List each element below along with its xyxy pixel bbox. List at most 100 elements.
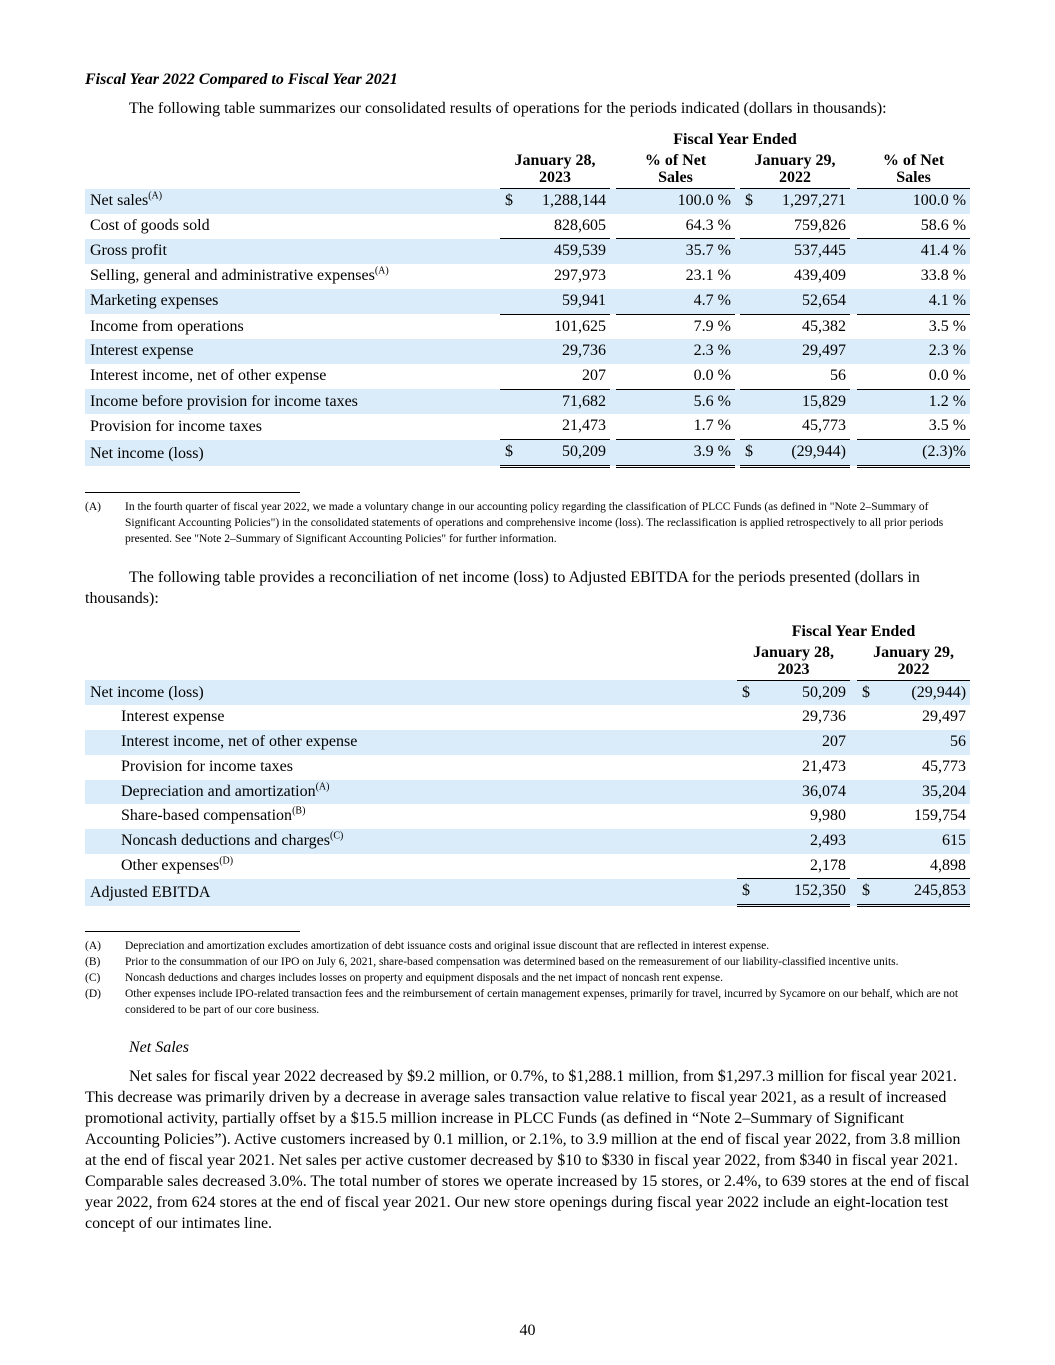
intro: The following table summarizes our conso… <box>129 100 887 117</box>
currency-cell: $ <box>500 439 520 468</box>
row-label: Income from operations <box>90 317 244 335</box>
value: 45,773 <box>802 417 846 435</box>
value-cell: 29,497 <box>877 705 970 730</box>
spacer <box>85 131 500 152</box>
row-label-cell: Provision for income taxes <box>85 755 737 780</box>
value: 41.4 % <box>920 242 967 260</box>
gap <box>735 188 740 214</box>
gap <box>850 828 857 854</box>
row-label-cell: Other expenses(D) <box>85 854 737 879</box>
value-cell: 828,605 <box>520 213 610 240</box>
table-row: Provision for income taxes 21,473 45,773 <box>85 755 970 780</box>
gap <box>735 339 740 364</box>
value: 59,941 <box>562 291 606 309</box>
currency-cell: $ <box>737 878 757 908</box>
table-row: Adjusted EBITDA $152,350 $245,853 <box>85 878 971 908</box>
value-cell: 759,826 <box>760 213 850 240</box>
column-header-row: January 28, 2023 January 29, 2022 <box>85 643 971 681</box>
value-cell: 537,445 <box>760 238 850 265</box>
footnote-text: Prior to the consummation of our IPO on … <box>125 956 899 969</box>
gap <box>850 214 857 239</box>
paragraph: Net sales for fiscal year 2022 decreased… <box>85 1068 970 1233</box>
column-header: % of Net Sales <box>882 152 945 186</box>
row-label-cell: Net income (loss) <box>85 680 737 706</box>
table-row: Share-based compensation(B) 9,980 159,754 <box>85 804 970 829</box>
currency-cell <box>740 264 760 289</box>
spacer <box>85 623 737 644</box>
footnote-rule <box>85 931 300 933</box>
value: 615 <box>942 831 967 849</box>
spacer <box>85 644 737 681</box>
row-label: Adjusted EBITDA <box>90 883 211 901</box>
value-cell: (29,944) <box>877 680 971 706</box>
footnote-mark: (C) <box>85 972 101 985</box>
currency-cell <box>737 804 757 829</box>
value: 4.7 % <box>693 291 731 309</box>
value: 4.1 % <box>928 291 967 309</box>
currency-cell: $ <box>857 878 877 908</box>
value: 4,898 <box>930 856 967 874</box>
gap <box>850 238 857 265</box>
currency-cell <box>737 828 757 854</box>
currency-cell <box>500 414 520 441</box>
gap <box>610 439 616 467</box>
value: 297,973 <box>554 267 606 285</box>
row-label-cell: Income before provision for income taxes <box>85 389 500 415</box>
column-header: January 29, 2022 <box>754 152 836 186</box>
gap <box>850 364 857 389</box>
value-cell: 2,493 <box>757 828 850 854</box>
value: 35,204 <box>922 782 967 800</box>
value-cell: 58.6 % <box>857 213 971 240</box>
group-header-row: Fiscal Year Ended <box>85 131 970 152</box>
currency-cell <box>737 705 757 730</box>
gap <box>850 779 857 805</box>
column-header-cell: January 28, 2023 <box>500 152 610 189</box>
value-cell: 52,654 <box>760 288 850 315</box>
table-row: Income before provision for income taxes… <box>85 389 971 415</box>
currency: $ <box>742 683 750 701</box>
currency-cell: $ <box>740 439 760 468</box>
value-cell: 100.0 % <box>857 188 971 214</box>
column-header-cell: January 29, 2022 <box>740 152 850 189</box>
currency: $ <box>862 683 870 701</box>
value: 33.8 % <box>920 267 967 285</box>
value-cell: 101,625 <box>520 314 610 339</box>
currency-cell <box>740 238 760 265</box>
gap <box>850 644 857 681</box>
value: 101,625 <box>554 317 606 335</box>
value-cell: 297,973 <box>520 264 610 289</box>
value: 36,074 <box>802 782 846 800</box>
value-cell: (2.3)% <box>857 439 971 468</box>
row-label-cell: Interest expense <box>85 339 500 364</box>
footnote-ref: (A) <box>315 781 330 793</box>
currency-cell <box>500 363 520 390</box>
footnote-ref: (D) <box>219 855 234 867</box>
value-cell: 152,350 <box>757 878 850 908</box>
table-row: Marketing expenses 59,941 4.7 % 52,654 4.1 % <box>85 288 971 315</box>
row-label-cell: Share-based compensation(B) <box>85 804 737 829</box>
table-row: Interest income, net of other expense 207… <box>85 363 971 390</box>
currency-cell <box>500 288 520 315</box>
footnote-text: Depreciation and amortization excludes a… <box>125 940 770 953</box>
value-cell: 4,898 <box>877 853 971 880</box>
value-cell: 29,497 <box>760 339 850 364</box>
group-header-row: Fiscal Year Ended <box>85 623 970 644</box>
gap <box>850 705 857 730</box>
currency: $ <box>505 443 513 461</box>
value: 100.0 % <box>677 192 731 209</box>
table-row: Income from operations 101,625 7.9 % 45,382… <box>85 314 970 339</box>
gap <box>850 439 857 467</box>
gap <box>735 288 740 315</box>
value-cell: 245,853 <box>877 878 971 908</box>
column-header: January 28, 2023 <box>753 643 834 678</box>
footnotes: (A) In the fourth quarter of fiscal year … <box>85 499 970 547</box>
value-cell: 45,382 <box>760 314 850 339</box>
value: 56 <box>830 366 846 384</box>
value: (29,944) <box>791 443 846 461</box>
currency-cell: $ <box>857 680 877 706</box>
gap <box>735 389 740 415</box>
value: 45,773 <box>922 757 967 775</box>
value-cell: 21,473 <box>757 755 850 780</box>
row-label-cell: Marketing expenses <box>85 288 500 315</box>
footnote-mark: (A) <box>85 940 101 953</box>
